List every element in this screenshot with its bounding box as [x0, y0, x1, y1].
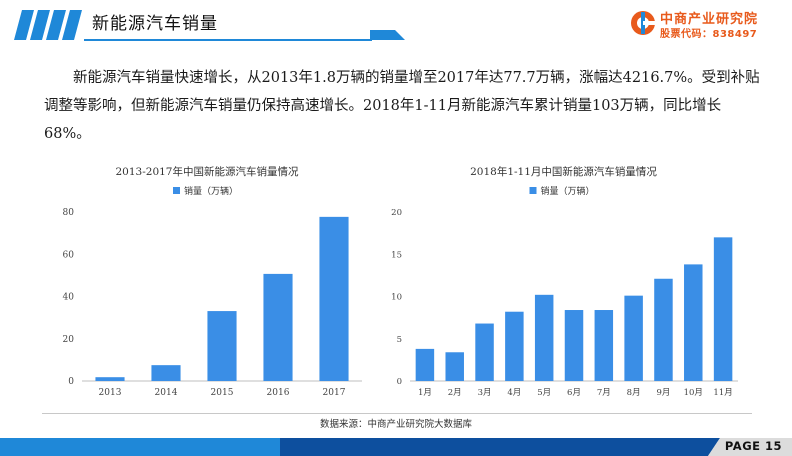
y-tick-label: 0	[68, 377, 74, 387]
bar	[684, 264, 703, 381]
page-title: 新能源汽车销量	[92, 14, 218, 34]
x-tick-label: 2016	[267, 388, 290, 398]
bar	[151, 365, 181, 381]
x-tick-label: 1月	[418, 388, 432, 398]
x-tick-label: 2015	[211, 388, 234, 398]
x-tick-label: 7月	[597, 388, 611, 398]
data-source: 数据来源：中商产业研究院大数据库	[319, 419, 472, 430]
x-tick-label: 10月	[684, 388, 703, 398]
y-tick-label: 15	[391, 250, 402, 260]
x-tick-label: 2月	[448, 388, 462, 398]
summary-paragraph: 新能源汽车销量快速增长，从2013年1.8万辆的销量增至2017年达77.7万辆…	[44, 70, 760, 142]
bar	[624, 295, 643, 381]
bar	[263, 273, 293, 381]
y-tick-label: 20	[391, 208, 402, 218]
brand-logo-icon	[631, 11, 655, 35]
y-tick-label: 20	[63, 335, 75, 345]
y-tick-label: 5	[397, 335, 402, 345]
x-tick-label: 3月	[478, 388, 492, 398]
legend-label: 销量（万辆）	[184, 185, 238, 197]
chart-annual-sales: 销量（万辆） 0 20 40 60 80 2013 2014 2015 2016 2017 2013…	[42, 160, 372, 416]
chart-title: 2018年1-11月中国新能源汽车销量情况	[470, 166, 657, 178]
y-tick-label: 40	[63, 293, 75, 303]
bar	[654, 278, 673, 381]
bar	[475, 323, 494, 381]
bar	[319, 216, 349, 381]
x-tick-label: 2013	[99, 388, 122, 398]
footer-bar	[0, 438, 792, 456]
x-tick-label: 5月	[537, 388, 551, 398]
header: 新能源汽车销量 中商产业研究院 股票代码：838497	[0, 0, 792, 46]
bar	[713, 237, 733, 381]
bar	[594, 310, 614, 381]
brand-logo: 中商产业研究院 股票代码：838497	[630, 8, 780, 40]
bar	[415, 348, 435, 381]
chart-title: 2013-2017年中国新能源汽车销量情况	[115, 166, 299, 178]
x-tick-label: 9月	[656, 388, 670, 398]
chart-monthly-sales: 销量（万辆） 0 5 10 15 20 1月 2月 3月 4月 5月 6月 7月 8月 9月 10月 11月 2…	[376, 160, 751, 416]
y-tick-label: 80	[63, 208, 75, 218]
legend-swatch	[529, 187, 537, 194]
bar	[505, 311, 524, 381]
x-tick-label: 4月	[507, 388, 521, 398]
x-tick-label: 2017	[323, 388, 346, 398]
stock-code: 股票代码：838497	[660, 29, 758, 40]
y-tick-label: 60	[63, 250, 75, 260]
bar	[534, 294, 554, 381]
x-tick-label: 8月	[627, 388, 641, 398]
bar	[564, 310, 584, 381]
bar	[445, 352, 464, 381]
brand-name: 中商产业研究院	[660, 12, 759, 27]
y-tick-label: 0	[397, 377, 402, 387]
header-decoration	[14, 10, 405, 41]
chart-annual-sales-plot: 销量（万辆） 0 20 40 60 80 2013 2014 2015 2016 2017	[63, 185, 362, 398]
legend-swatch	[173, 187, 180, 194]
legend-label: 销量（万辆）	[541, 185, 595, 197]
x-tick-label: 6月	[567, 388, 581, 398]
x-tick-label: 2014	[155, 388, 178, 398]
chart-monthly-sales-plot: 销量（万辆） 0 5 10 15 20 1月 2月 3月 4月 5月 6月 7月 8月 9月 10月 11月	[391, 185, 738, 398]
y-tick-label: 10	[391, 293, 402, 303]
divider	[42, 413, 752, 414]
page-number: PAGE 15	[724, 439, 782, 453]
bar	[207, 311, 237, 381]
bar	[95, 377, 125, 381]
x-tick-label: 11月	[713, 388, 732, 398]
